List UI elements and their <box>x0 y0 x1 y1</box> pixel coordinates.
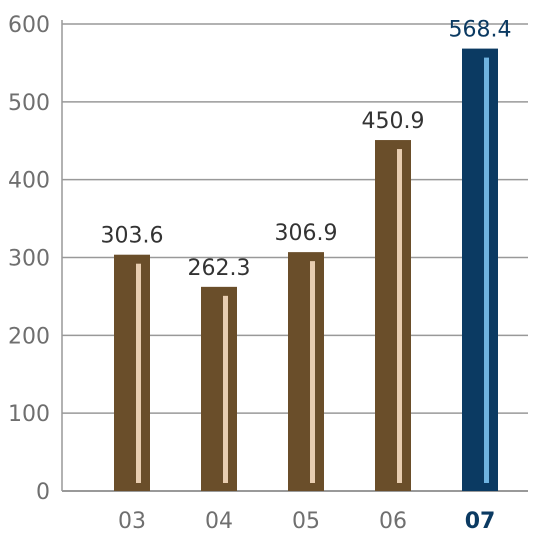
y-tick-label: 500 <box>8 91 50 116</box>
value-label-06: 450.9 <box>362 109 425 134</box>
bar-highlight-stripe-05 <box>310 261 315 483</box>
value-label-04: 262.3 <box>188 256 251 281</box>
bar-05 <box>288 252 324 491</box>
bar-highlight-stripe-03 <box>136 263 141 483</box>
y-axis-ticks: 0 100 200 300 400 500 600 <box>8 13 50 505</box>
value-labels: 303.6 262.3 306.9 450.9 568.4 <box>101 18 512 281</box>
value-label-03: 303.6 <box>101 224 164 249</box>
x-tick-label-05: 05 <box>292 509 320 534</box>
x-tick-label-03: 03 <box>118 509 146 534</box>
bar-highlight-stripe-07 <box>484 57 489 483</box>
bar-highlight-stripe-04 <box>223 295 228 483</box>
bars <box>114 48 498 491</box>
y-tick-label: 300 <box>8 247 50 272</box>
y-tick-label: 600 <box>8 13 50 38</box>
bar-highlight-stripe-06 <box>397 149 402 483</box>
x-tick-label-07: 07 <box>465 509 496 534</box>
bar-06 <box>375 140 411 491</box>
bar-04 <box>201 286 237 491</box>
bar-03 <box>114 254 150 491</box>
x-tick-label-06: 06 <box>379 509 407 534</box>
y-tick-label: 0 <box>36 480 50 505</box>
y-tick-label: 100 <box>8 402 50 427</box>
bar-07 <box>462 48 498 491</box>
x-axis-ticks: 03 04 05 06 07 <box>118 509 495 534</box>
value-label-07: 568.4 <box>449 18 512 43</box>
value-label-05: 306.9 <box>275 221 338 246</box>
x-tick-label-04: 04 <box>205 509 233 534</box>
y-tick-label: 200 <box>8 324 50 349</box>
y-tick-label: 400 <box>8 169 50 194</box>
